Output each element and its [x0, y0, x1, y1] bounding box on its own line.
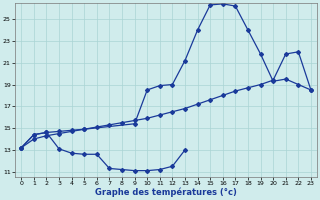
X-axis label: Graphe des températures (°c): Graphe des températures (°c): [95, 188, 237, 197]
